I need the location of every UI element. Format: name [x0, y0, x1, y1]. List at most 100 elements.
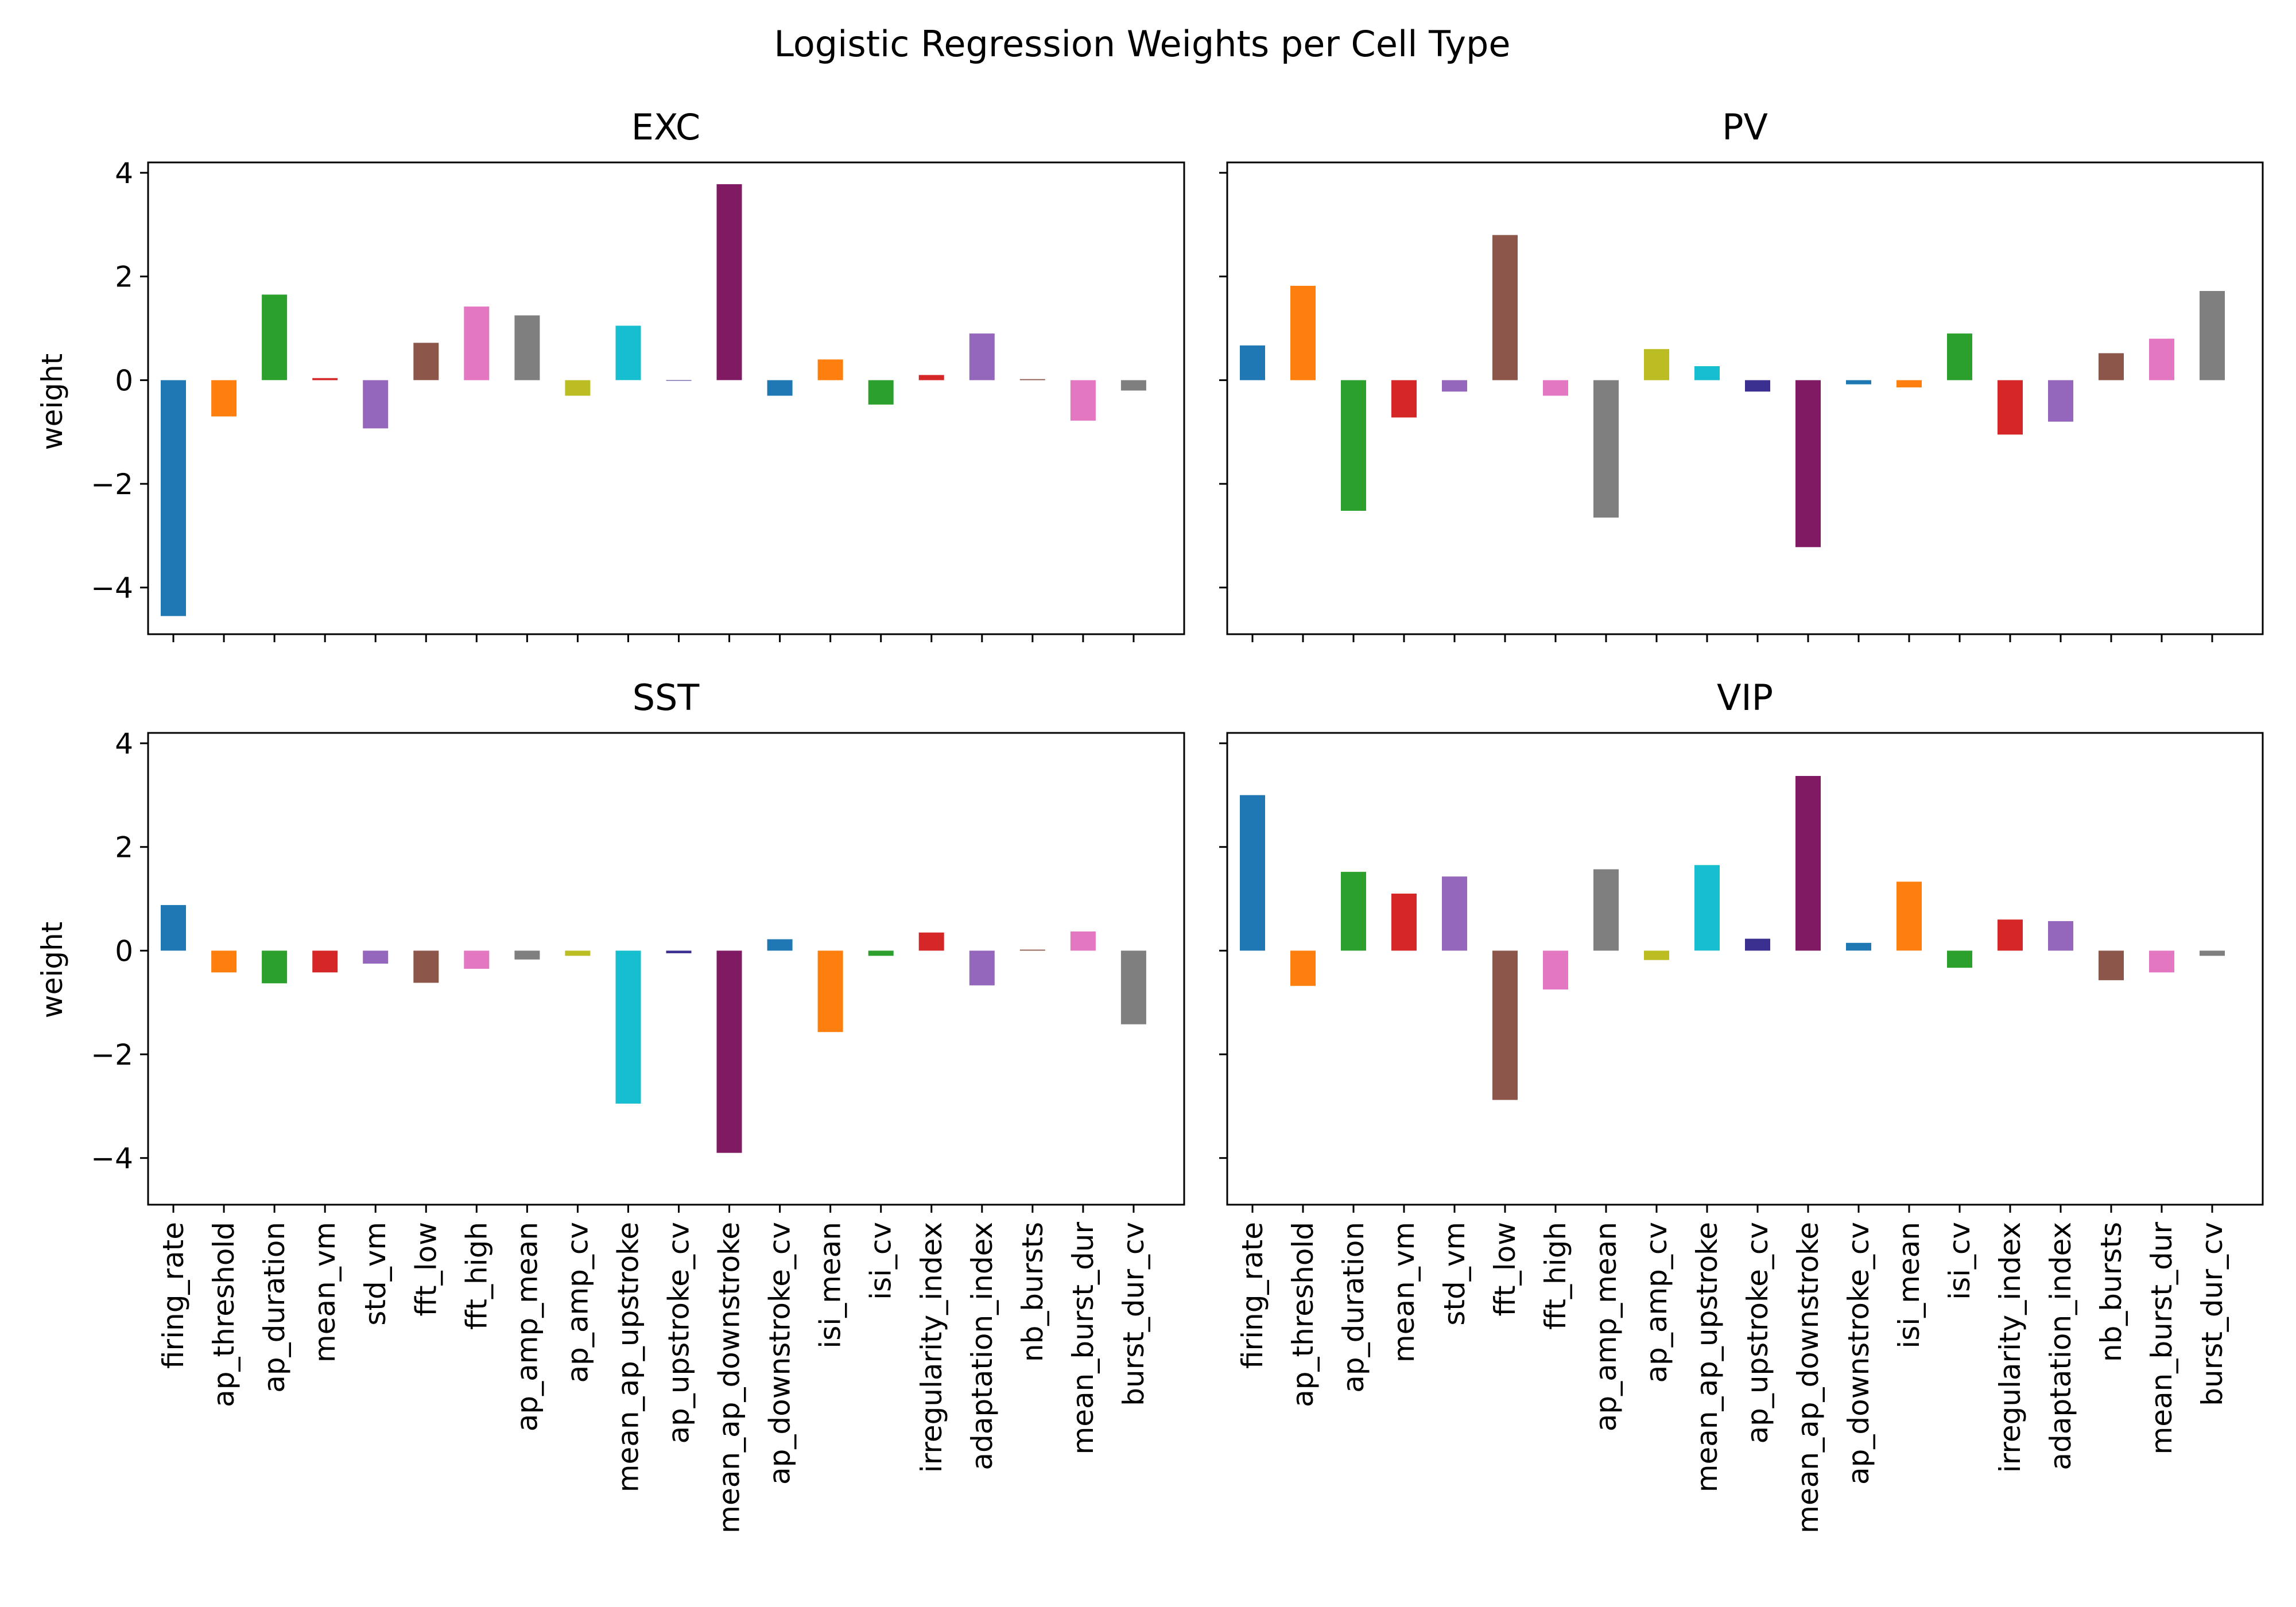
bar-exc-mean_burst_dur: [1070, 380, 1096, 421]
bar-sst-ap_downstroke_cv: [767, 939, 793, 951]
x-tick-label-vip-ap_downstroke_cv: ap_downstroke_cv: [1842, 1222, 1875, 1485]
x-tick-label-sst-firing_rate: firing_rate: [157, 1222, 190, 1369]
plot-area-pv: [1219, 161, 2264, 642]
bar-exc-std_vm: [363, 380, 389, 429]
bar-sst-ap_threshold: [211, 950, 237, 973]
bar-vip-firing_rate: [1240, 795, 1265, 951]
bar-vip-mean_burst_dur: [2149, 950, 2174, 973]
bar-pv-mean_burst_dur: [2149, 339, 2174, 381]
x-tick-label-vip-ap_amp_cv: ap_amp_cv: [1640, 1222, 1673, 1383]
bar-vip-fft_low: [1492, 950, 1518, 1100]
bar-vip-isi_mean: [1896, 882, 1922, 951]
x-tick-label-vip-adaptation_index: adaptation_index: [2044, 1222, 2077, 1470]
plot-area-exc: 4 2 0 −2 −4: [91, 157, 1185, 642]
bar-sst-ap_upstroke_cv: [666, 950, 692, 953]
bar-sst-std_vm: [363, 950, 389, 964]
x-tick-label-vip-burst_dur_cv: burst_dur_cv: [2196, 1222, 2229, 1406]
y-tick-label-sst-1: 2: [115, 831, 133, 864]
bar-vip-mean_ap_upstroke: [1694, 865, 1720, 951]
x-tick-label-vip-mean_ap_upstroke: mean_ap_upstroke: [1690, 1222, 1724, 1492]
bar-vip-ap_upstroke_cv: [1745, 938, 1770, 951]
panel-exc: EXC weight 4 2 0 −2 −4: [36, 106, 1185, 642]
bar-exc-ap_downstroke_cv: [767, 380, 793, 396]
x-tick-label-sst-irregularity_index: irregularity_index: [915, 1222, 948, 1473]
x-tick-label-vip-mean_burst_dur: mean_burst_dur: [2145, 1222, 2178, 1455]
bar-pv-ap_downstroke_cv: [1846, 380, 1871, 385]
x-tick-label-vip-firing_rate: firing_rate: [1236, 1222, 1269, 1369]
axes-frame-sst: [147, 732, 1185, 1206]
x-tick-label-sst-fft_high: fft_high: [460, 1222, 493, 1330]
panel-title-pv: PV: [1722, 106, 1768, 148]
bar-vip-ap_amp_mean: [1593, 869, 1619, 951]
panel-pv: PV: [1219, 106, 2264, 642]
bar-vip-adaptation_index: [2048, 921, 2073, 951]
bar-pv-irregularity_index: [1998, 380, 2023, 435]
x-tick-label-sst-ap_amp_mean: ap_amp_mean: [510, 1222, 544, 1431]
x-tick-label-vip-mean_vm: mean_vm: [1387, 1222, 1421, 1363]
bar-sst-burst_dur_cv: [1120, 950, 1146, 1024]
bar-exc-burst_dur_cv: [1120, 380, 1146, 391]
bar-pv-ap_amp_mean: [1593, 380, 1619, 518]
bar-pv-fft_low: [1492, 235, 1518, 381]
x-tick-label-sst-mean_burst_dur: mean_burst_dur: [1066, 1222, 1100, 1455]
x-tick-label-vip-isi_mean: isi_mean: [1892, 1222, 1926, 1349]
x-tick-label-vip-fft_high: fft_high: [1539, 1222, 1572, 1330]
plot-area-vip: firing_rate ap_threshold ap_duration mean_v…: [1219, 732, 2264, 1534]
x-tick-label-sst-mean_ap_upstroke: mean_ap_upstroke: [612, 1222, 645, 1492]
x-tick-label-sst-adaptation_index: adaptation_index: [965, 1222, 999, 1470]
panel-title-exc: EXC: [631, 106, 700, 148]
x-tick-label-vip-ap_duration: ap_duration: [1337, 1222, 1370, 1393]
x-tick-label-sst-burst_dur_cv: burst_dur_cv: [1117, 1222, 1150, 1406]
bar-sst-fft_high: [464, 950, 490, 969]
y-axis-label-exc: weight: [36, 354, 69, 451]
bar-exc-nb_bursts: [1019, 379, 1045, 381]
bar-sst-ap_amp_cv: [565, 950, 591, 956]
bar-sst-isi_mean: [817, 950, 843, 1032]
panel-title-vip: VIP: [1717, 677, 1773, 719]
y-tick-label-sst-3: −2: [91, 1038, 133, 1072]
bar-sst-isi_cv: [868, 950, 894, 956]
bar-exc-mean_ap_upstroke: [615, 325, 641, 381]
bar-sst-mean_vm: [312, 950, 338, 973]
bar-vip-fft_high: [1543, 950, 1568, 990]
x-tick-label-sst-mean_ap_downstroke: mean_ap_downstroke: [713, 1222, 746, 1534]
x-tick-label-sst-isi_cv: isi_cv: [864, 1222, 898, 1300]
bar-exc-ap_amp_cv: [565, 380, 591, 396]
x-tick-label-sst-ap_threshold: ap_threshold: [207, 1222, 241, 1407]
x-tick-label-sst-ap_duration: ap_duration: [258, 1222, 291, 1393]
bar-exc-fft_high: [464, 306, 490, 381]
bar-vip-nb_bursts: [2099, 950, 2124, 980]
axes-frame-exc: [147, 161, 1185, 635]
bar-pv-ap_amp_cv: [1644, 349, 1669, 381]
bar-pv-nb_bursts: [2099, 353, 2124, 381]
bar-vip-std_vm: [1442, 876, 1467, 951]
x-tick-label-sst-std_vm: std_vm: [359, 1222, 392, 1326]
bar-sst-fft_low: [413, 950, 439, 983]
bar-pv-burst_dur_cv: [2200, 291, 2225, 381]
bar-pv-fft_high: [1543, 380, 1568, 396]
panel-sst: SST weight 4 2 0 −2 −4 firing_rate ap_threshol…: [36, 677, 1185, 1534]
x-tick-label-vip-nb_bursts: nb_bursts: [2095, 1222, 2128, 1362]
x-tick-label-sst-isi_mean: isi_mean: [814, 1222, 847, 1349]
bar-vip-burst_dur_cv: [2200, 950, 2225, 956]
bar-pv-ap_duration: [1341, 380, 1366, 511]
x-tick-label-sst-ap_upstroke_cv: ap_upstroke_cv: [662, 1222, 696, 1444]
y-tick-label-exc-3: −2: [91, 468, 133, 501]
bar-pv-ap_threshold: [1290, 286, 1316, 381]
bar-pv-mean_ap_downstroke: [1795, 380, 1821, 548]
bar-exc-irregularity_index: [918, 375, 944, 381]
bar-exc-firing_rate: [161, 380, 186, 616]
bar-vip-irregularity_index: [1998, 919, 2023, 951]
bar-vip-ap_duration: [1341, 872, 1366, 951]
y-tick-label-exc-2: 0: [115, 364, 133, 397]
bar-sst-irregularity_index: [918, 932, 944, 951]
bar-pv-mean_ap_upstroke: [1694, 366, 1720, 381]
x-tick-label-vip-ap_amp_mean: ap_amp_mean: [1589, 1222, 1623, 1431]
x-tick-label-vip-std_vm: std_vm: [1438, 1222, 1471, 1326]
panel-title-sst: SST: [633, 677, 700, 719]
bar-exc-fft_low: [413, 343, 439, 381]
bar-pv-isi_cv: [1947, 333, 1972, 381]
bar-sst-ap_duration: [262, 950, 288, 984]
